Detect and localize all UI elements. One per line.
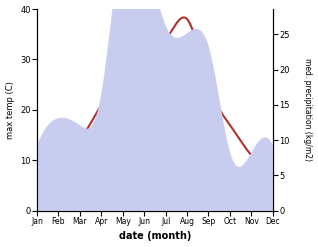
Y-axis label: max temp (C): max temp (C) [5, 81, 15, 139]
X-axis label: date (month): date (month) [119, 231, 191, 242]
Y-axis label: med. precipitation (kg/m2): med. precipitation (kg/m2) [303, 58, 313, 161]
